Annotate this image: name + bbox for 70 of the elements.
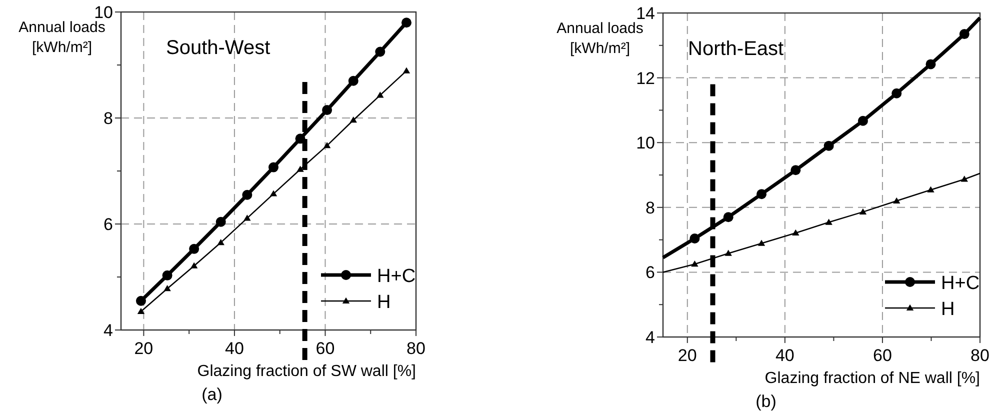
text: (b) <box>756 392 776 411</box>
point <box>376 92 384 98</box>
point <box>402 67 410 74</box>
point <box>136 296 146 306</box>
point <box>824 140 834 151</box>
y-tick-label: 6 <box>104 215 113 234</box>
point <box>758 240 766 246</box>
point <box>959 29 970 40</box>
legend-label: H+C <box>377 266 416 287</box>
x-tick-label: 80 <box>970 346 990 365</box>
point <box>242 190 252 200</box>
point <box>296 166 304 172</box>
x-tick-label: 40 <box>225 339 244 358</box>
point <box>137 308 145 314</box>
y-tick-label: 14 <box>636 4 655 23</box>
y-axis-title: Annual loads [kWh/m²] <box>556 20 644 57</box>
point <box>927 186 934 192</box>
y-tick-label: 12 <box>636 68 655 88</box>
text: North-East <box>688 38 784 60</box>
x-tick-label: 60 <box>316 339 335 358</box>
point <box>162 270 172 280</box>
point <box>244 214 251 221</box>
y-tick-label: 4 <box>646 328 655 347</box>
y-tick-label: 6 <box>646 263 655 282</box>
point <box>691 260 698 267</box>
point <box>756 189 767 200</box>
y-axis-title: Annual loads [kWh/m²] <box>18 19 106 56</box>
x-tick-label: 80 <box>406 339 426 358</box>
y-tick-label: 10 <box>636 134 655 153</box>
point <box>164 285 171 292</box>
point <box>217 238 224 246</box>
point <box>401 18 412 28</box>
x-tick-label: 40 <box>775 346 794 365</box>
y-tick-label: 4 <box>104 321 113 340</box>
point <box>268 162 278 172</box>
point <box>960 176 968 182</box>
point <box>792 229 800 236</box>
y-tick-label: 10 <box>94 3 113 22</box>
point <box>322 105 332 116</box>
legend-label: H <box>377 292 391 313</box>
point <box>926 59 936 70</box>
point <box>350 116 357 123</box>
y-tick-label: 8 <box>646 198 655 218</box>
x-axis-title: Glazing fraction of NE wall [%] <box>764 370 980 387</box>
point <box>723 212 734 222</box>
text: South-West <box>166 37 271 59</box>
text: (a) <box>202 385 222 404</box>
x-tick-label: 20 <box>678 346 697 365</box>
point <box>189 244 200 254</box>
point <box>825 218 832 225</box>
point <box>892 88 902 98</box>
point <box>724 250 732 256</box>
point <box>690 234 700 244</box>
point <box>190 262 198 268</box>
x-tick-label: 60 <box>873 346 892 365</box>
point <box>348 76 358 86</box>
point <box>295 134 306 144</box>
point <box>893 197 900 204</box>
point <box>859 208 867 214</box>
legend-label: H+C <box>941 273 980 294</box>
x-tick-label: 20 <box>134 339 154 358</box>
point <box>323 142 331 148</box>
point <box>375 46 386 57</box>
point <box>790 165 801 176</box>
point <box>858 116 868 126</box>
y-tick-label: 8 <box>104 109 113 128</box>
x-axis-title: Glazing fraction of SW wall [%] <box>197 363 416 380</box>
point <box>270 190 278 196</box>
legend-label: H <box>941 299 955 320</box>
point <box>216 216 226 227</box>
